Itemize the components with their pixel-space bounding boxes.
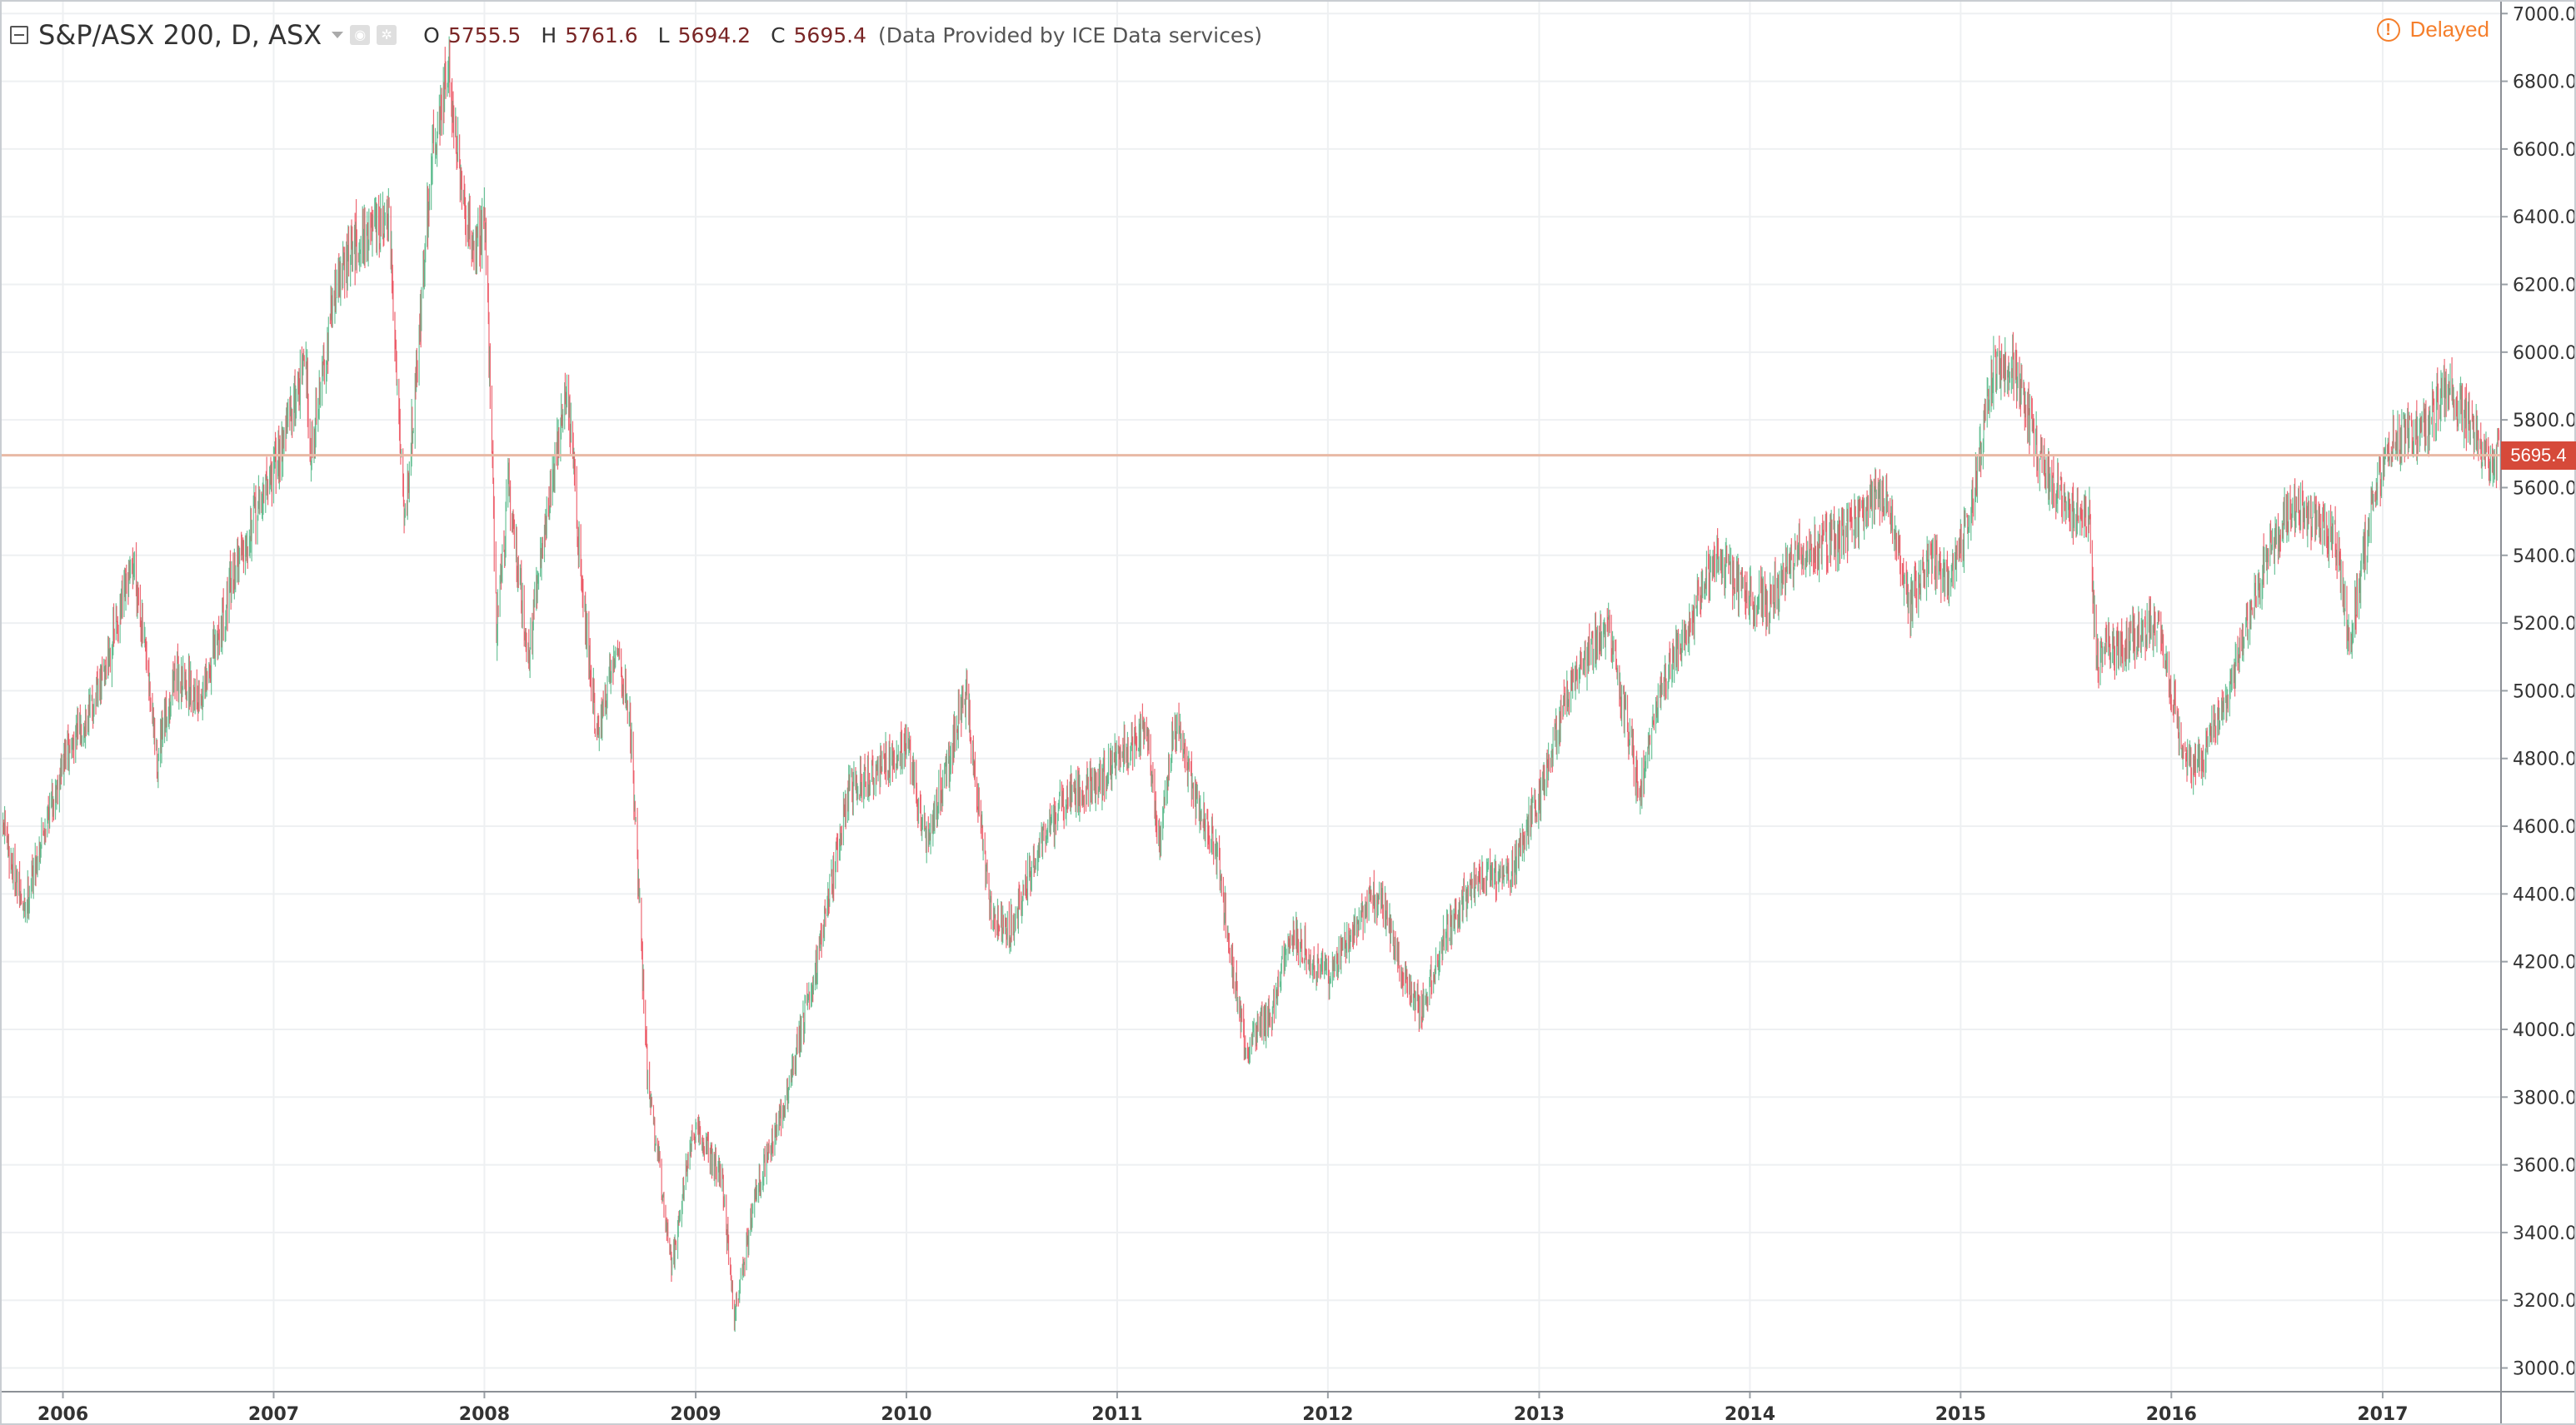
delayed-label: Delayed (2409, 17, 2489, 42)
x-tick-label: 2010 (881, 1404, 931, 1425)
delayed-badge[interactable]: ! Delayed (2376, 17, 2489, 42)
close-value: 5695.4 (793, 22, 867, 47)
y-tick-label: 5800.0 (2513, 411, 2576, 431)
eye-icon[interactable]: ◉ (350, 25, 371, 45)
x-tick-label: 2007 (248, 1404, 299, 1425)
x-tick-label: 2016 (2146, 1404, 2197, 1425)
y-tick-label: 6600.0 (2513, 140, 2576, 161)
x-tick-label: 2006 (37, 1404, 88, 1425)
x-tick-label: 2015 (1935, 1404, 1986, 1425)
y-tick-label: 3800.0 (2513, 1088, 2576, 1109)
warning-icon: ! (2376, 17, 2400, 42)
y-tick-label: 4400.0 (2513, 884, 2576, 905)
y-tick-label: 3200.0 (2513, 1291, 2576, 1312)
grid (0, 0, 2501, 1392)
y-tick-label: 4800.0 (2513, 750, 2576, 770)
x-tick-label: 2011 (1091, 1404, 1142, 1425)
open-value: 5755.5 (447, 22, 522, 47)
y-tick-label: 4200.0 (2513, 953, 2576, 974)
y-tick-label: 3400.0 (2513, 1223, 2576, 1244)
y-tick-label: 5000.0 (2513, 681, 2576, 702)
x-tick-label: 2017 (2357, 1404, 2408, 1425)
data-provider-note: (Data Provided by ICE Data services) (878, 22, 1263, 47)
symbol-title[interactable]: S&P/ASX 200, D, ASX (38, 19, 322, 51)
y-tick-label: 6400.0 (2513, 207, 2576, 228)
y-tick-label: 6800.0 (2513, 72, 2576, 93)
y-tick-label: 5400.0 (2513, 546, 2576, 567)
open-label: O (423, 22, 440, 47)
low-label: L (657, 22, 670, 47)
high-value: 5761.6 (565, 22, 638, 47)
chart-legend: S&P/ASX 200, D, ASX ◉ ✲ O 5755.5 H 5761.… (0, 12, 1262, 58)
collapse-legend-button[interactable] (10, 26, 28, 44)
y-tick-label: 4600.0 (2513, 817, 2576, 838)
close-label: C (771, 22, 786, 47)
x-tick-label: 2013 (1514, 1404, 1565, 1425)
low-value: 5694.2 (677, 22, 751, 47)
y-tick-label: 3600.0 (2513, 1156, 2576, 1177)
y-tick-label: 6000.0 (2513, 343, 2576, 364)
x-tick-label: 2014 (1725, 1404, 1775, 1425)
x-tick-label: 2012 (1302, 1404, 1353, 1425)
x-tick-label: 2009 (670, 1404, 721, 1425)
x-tick-label: 2008 (459, 1404, 510, 1425)
y-tick-label: 4000.0 (2513, 1020, 2576, 1041)
gear-icon[interactable]: ✲ (377, 25, 397, 45)
y-tick-label: 6200.0 (2513, 276, 2576, 296)
last-price-tag: 5695.4 (2501, 441, 2576, 470)
price-series (0, 36, 2502, 1333)
y-tick-label: 5200.0 (2513, 614, 2576, 635)
y-tick-label: 7000.0 (2513, 4, 2576, 25)
y-tick-label: 3000.0 (2513, 1359, 2576, 1380)
y-tick-label: 5600.0 (2513, 478, 2576, 499)
high-label: H (541, 22, 557, 47)
chevron-down-icon[interactable] (332, 32, 344, 38)
